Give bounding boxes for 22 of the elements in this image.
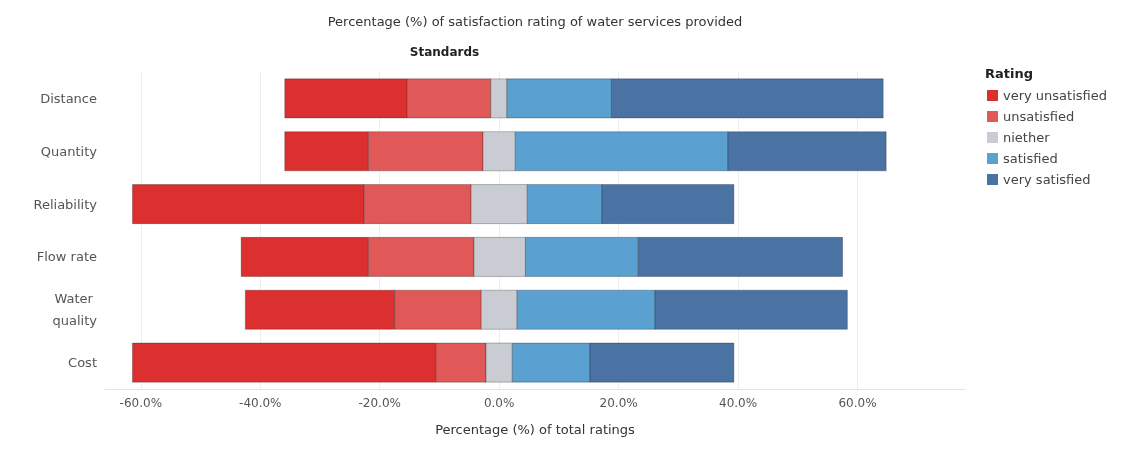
x-tick-label: -40.0%	[239, 396, 282, 410]
y-tick-label: Water quality	[52, 291, 98, 329]
legend-label: unsatisfied	[1003, 109, 1075, 124]
y-tick-label: Reliability	[33, 196, 98, 212]
legend-label: satisfied	[1003, 151, 1058, 166]
legend-label: niether	[1003, 130, 1051, 145]
y-axis-title: Standards	[409, 45, 480, 59]
x-tick-label: -60.0%	[119, 396, 163, 410]
legend-title: Rating	[985, 66, 1034, 81]
x-tick-label: -20.0%	[358, 396, 401, 410]
x-tick-label: 0.0%	[483, 396, 515, 410]
y-tick-label: Distance	[40, 90, 97, 106]
x-tick-label: 20.0%	[599, 396, 638, 410]
y-tick-label: Cost	[68, 355, 97, 371]
y-tick-label: Flow rate	[36, 249, 97, 265]
x-tick-label: 40.0%	[718, 396, 758, 410]
y-tick-label: Quantity	[40, 143, 98, 159]
legend-label: very satisfied	[1003, 172, 1091, 187]
chart-title: Percentage (%) of satisfaction rating of water services provided	[327, 14, 743, 29]
x-axis-title: Percentage (%) of total ratings	[435, 422, 636, 437]
legend-label: very unsatisfied	[1003, 88, 1107, 103]
x-tick-label: 60.0%	[838, 396, 877, 410]
